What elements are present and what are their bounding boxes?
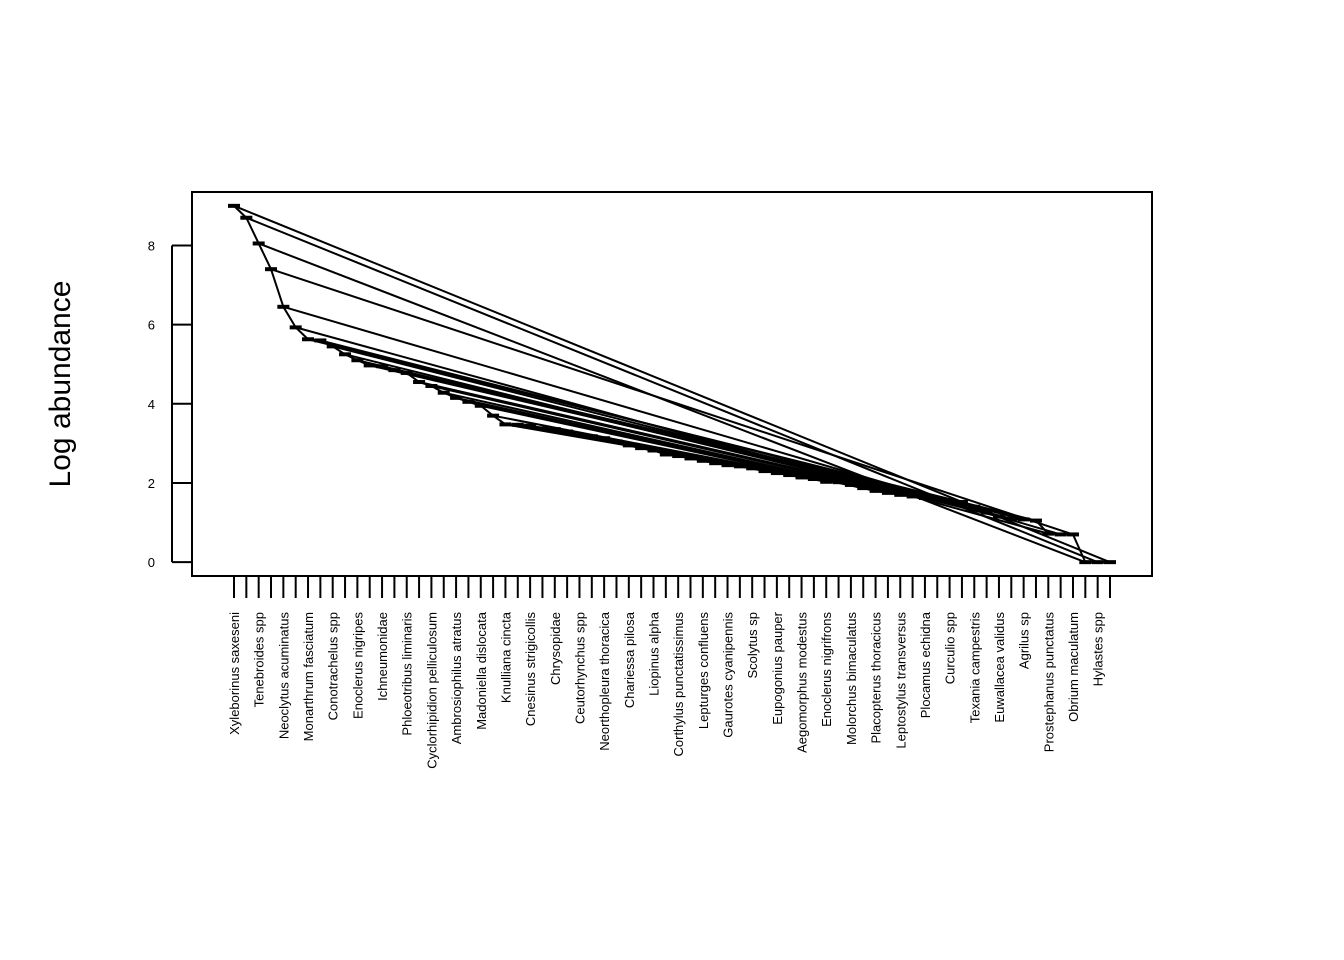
x-tick-label: Neoclytus acuminatus: [276, 612, 291, 740]
x-tick-label: Agrilus sp: [1017, 612, 1032, 669]
y-tick-label: 8: [148, 238, 155, 253]
x-tick-label: Monarthrum fasciatum: [301, 612, 316, 741]
x-tick-label: Placopterus thoracicus: [869, 612, 884, 744]
series-segment: [245, 217, 260, 244]
x-tick-label: Hylastes spp: [1091, 612, 1106, 686]
x-tick-label: Madoniella dislocata: [474, 611, 489, 730]
x-tick-label: Curculio spp: [943, 612, 958, 684]
x-tick-label: Liopinus alpha: [646, 611, 661, 696]
series-segment: [257, 243, 272, 270]
x-tick-label: Gaurotes cyanipennis: [721, 612, 736, 738]
y-axis: 0 2 4 6 8: [148, 238, 192, 570]
x-tick-label: Eupogonius pauper: [770, 611, 785, 724]
x-tick-label: Neorthopleura thoracica: [597, 611, 612, 751]
y-tick-label: 0: [148, 555, 155, 570]
x-tick-label: Cnesinus strigicollis: [523, 612, 538, 727]
series-segment: [1072, 534, 1087, 563]
x-tick-label: Xyleborinus saxeseni: [227, 612, 242, 735]
x-tick-label: Knulliana cincta: [498, 611, 513, 703]
y-tick-label: 2: [148, 476, 155, 491]
series-link: [431, 385, 913, 498]
x-tick-label: Chariessa pilosa: [622, 611, 637, 708]
y-axis-label: Log abundance: [44, 281, 77, 488]
x-tick-label: Aegomorphus modestus: [795, 612, 810, 753]
x-tick-label: Texania campestris: [967, 612, 982, 724]
series-link: [406, 371, 938, 501]
x-tick-label: Corthylus punctatissimus: [671, 612, 686, 757]
x-tick-label: Obrium maculatum: [1066, 612, 1081, 722]
series-segment: [270, 268, 285, 308]
x-tick-label: Lepturges confluens: [696, 612, 711, 730]
series-link: [270, 268, 1074, 536]
x-tick-label: Leptostylus transversus: [893, 612, 908, 749]
y-tick-label: 4: [148, 397, 155, 412]
x-tick-label: Enoclerus nigripes: [350, 612, 365, 719]
data-points: [228, 203, 1116, 565]
x-tick-label: Ceutorhynchus spp: [572, 612, 587, 724]
x-tick-label: Prostephanus punctatus: [1041, 612, 1056, 753]
x-tick-label: Conotrachelus spp: [326, 612, 341, 720]
x-tick-label: Plocamus echidna: [918, 611, 933, 718]
x-tick-label: Ichneumonidae: [375, 612, 390, 701]
y-tick-label: 6: [148, 318, 155, 333]
x-tick-label: Enoclerus nigrifrons: [819, 612, 834, 727]
series-link: [245, 216, 1099, 564]
x-tick-label: Euwallacea validus: [992, 612, 1007, 723]
x-tick-label: Molorchus bimaculatus: [844, 612, 859, 745]
x-tick-label: Chrysopidae: [548, 612, 563, 685]
plot-frame: [191, 191, 1153, 577]
x-tick-label: Ambrosiophilus atratus: [449, 612, 464, 745]
x-tick-label: Scolytus sp: [745, 612, 760, 678]
x-tick-label: Cyclorhipidion pelliculosum: [424, 612, 439, 769]
series-segment: [282, 306, 297, 328]
series-link: [418, 381, 926, 499]
x-tick-label: Tenebroides spp: [252, 612, 267, 707]
x-tick-label: Phloeotribus liminaris: [400, 612, 415, 736]
series-link: [381, 365, 963, 503]
x-axis: Xyleborinus saxeseni Tenebroides spp Neocl…: [227, 576, 1111, 769]
